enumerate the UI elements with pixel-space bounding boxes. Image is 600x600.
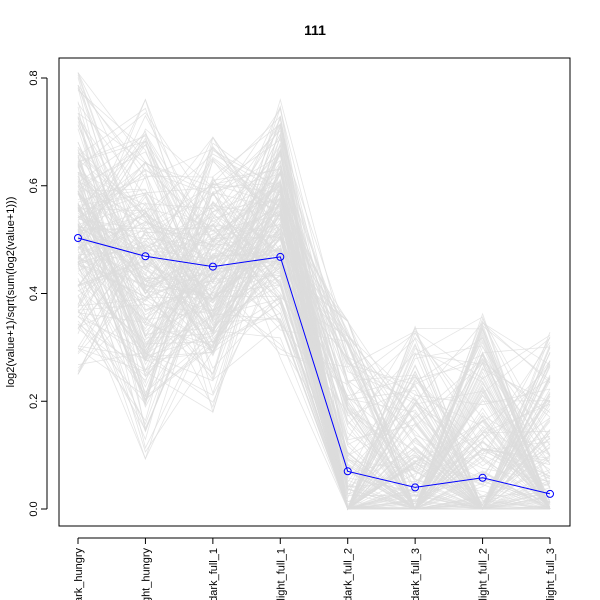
background-line bbox=[77, 259, 551, 510]
background-line bbox=[77, 135, 551, 510]
background-line bbox=[77, 207, 551, 510]
background-line bbox=[77, 90, 551, 510]
background-line bbox=[77, 209, 551, 511]
background-line bbox=[77, 165, 550, 510]
background-line bbox=[77, 259, 551, 510]
background-line bbox=[77, 130, 551, 466]
data-point bbox=[478, 473, 487, 482]
x-tick-label: dark_full_1 bbox=[208, 548, 220, 600]
background-line bbox=[77, 191, 551, 510]
background-line bbox=[77, 230, 550, 510]
series-main bbox=[74, 234, 554, 498]
y-tick-label: 0.4 bbox=[28, 286, 40, 301]
data-point bbox=[208, 262, 217, 271]
background-line bbox=[77, 128, 551, 510]
background-line bbox=[77, 137, 551, 511]
background-line bbox=[77, 123, 551, 510]
background-line bbox=[77, 205, 551, 511]
plot-frame bbox=[58, 57, 571, 527]
background-line bbox=[77, 145, 551, 510]
background-line bbox=[77, 173, 551, 467]
background-line bbox=[77, 227, 551, 510]
background-line bbox=[77, 144, 550, 510]
y-tick-label: 0.2 bbox=[28, 394, 40, 409]
background-line bbox=[77, 112, 551, 510]
background-line bbox=[77, 124, 551, 510]
background-line bbox=[77, 161, 550, 510]
background-line bbox=[77, 147, 551, 510]
data-point bbox=[74, 234, 82, 242]
background-line bbox=[77, 185, 551, 510]
background-line bbox=[77, 248, 551, 510]
background-line bbox=[77, 191, 551, 510]
background-lines bbox=[77, 72, 551, 511]
data-point bbox=[343, 467, 352, 476]
data-point bbox=[546, 489, 554, 498]
background-line bbox=[77, 224, 551, 510]
background-line bbox=[77, 116, 551, 510]
x-tick-label: light_full_1 bbox=[275, 548, 287, 600]
x-tick-label: light_full_2 bbox=[478, 548, 490, 600]
data-point bbox=[141, 252, 150, 261]
x-tick-label: dark_hungry bbox=[73, 548, 85, 600]
y-axis: 0.0 0.2 0.4 0.6 0.8 bbox=[28, 70, 48, 517]
x-tick-label: dark_full_2 bbox=[343, 548, 355, 600]
x-axis: dark_hungry light_hungry dark_full_1 light_… bbox=[73, 537, 557, 600]
y-tick-label: 0.0 bbox=[28, 501, 40, 516]
x-tick-label: light_full_3 bbox=[545, 548, 557, 600]
x-tick-labels: dark_hungry light_hungry dark_full_1 light_… bbox=[73, 548, 557, 600]
background-line bbox=[77, 122, 551, 510]
series-line bbox=[77, 237, 551, 495]
chart-title: 111 bbox=[304, 22, 326, 38]
data-point bbox=[411, 483, 420, 492]
y-axis-title: log2(value+1)/sqrt(sum(log2(value+1))) bbox=[5, 197, 17, 388]
x-tick-label: dark_full_3 bbox=[410, 548, 422, 600]
x-tick-label: light_hungry bbox=[140, 548, 152, 600]
background-line bbox=[77, 116, 550, 510]
y-tick-label: 0.8 bbox=[28, 70, 40, 85]
y-tick-label: 0.6 bbox=[28, 178, 40, 193]
data-point bbox=[276, 252, 285, 261]
background-line bbox=[77, 205, 551, 510]
